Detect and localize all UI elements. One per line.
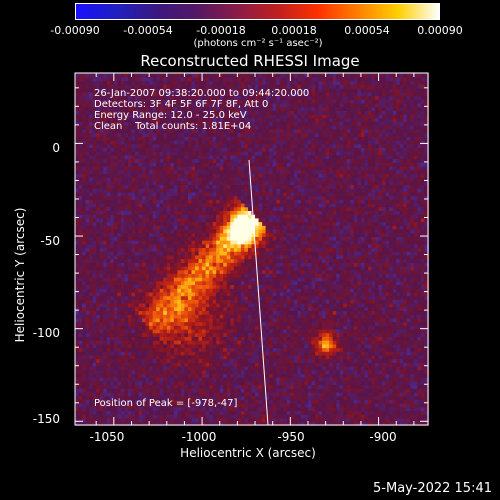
colorbar-tick: 0.00018 [271, 24, 317, 37]
info-detectors: Detectors: 3F 4F 5F 6F 7F 8F, Att 0 [94, 99, 269, 110]
image-title: Reconstructed RHESSI Image [140, 52, 360, 70]
y-tick-label: -50 [40, 234, 60, 248]
colorbar-tick: 0.00090 [417, 24, 463, 37]
y-axis-label: Heliocentric Y (arcsec) [13, 207, 27, 343]
colorbar-tick: -0.00018 [196, 24, 246, 37]
peak-position-label: Position of Peak = [-978,-47] [94, 398, 238, 409]
info-counts: Clean Total counts: 1.81E+04 [94, 121, 252, 132]
axis-ticks [75, 73, 428, 425]
x-tick-label: -950 [277, 430, 305, 444]
y-tick-label: -100 [32, 326, 60, 340]
x-tick-label: -1050 [89, 430, 125, 444]
solar-limb-line [248, 159, 269, 426]
x-axis-label: Heliocentric X (arcsec) [180, 446, 316, 460]
info-time-range: 26-Jan-2007 09:38:20.000 to 09:44:20.000 [94, 88, 310, 99]
colorbar-tick: -0.00090 [50, 24, 100, 37]
colorbar-units: (photons cm⁻² s⁻¹ asec⁻²) [193, 38, 323, 49]
colorbar-tick: -0.00054 [123, 24, 173, 37]
colorbar [75, 3, 440, 20]
colorbar-tick: 0.00054 [344, 24, 390, 37]
info-energy-range: Energy Range: 12.0 - 25.0 keV [94, 110, 247, 121]
plot-frame [74, 72, 429, 426]
x-tick-label: -1000 [181, 430, 217, 444]
y-tick-label: 0 [52, 141, 60, 155]
footer-date: 5-May-2022 15:41 [373, 481, 492, 496]
y-tick-label: -150 [32, 412, 60, 426]
image-pixels [75, 73, 430, 426]
x-tick-label: -900 [369, 430, 397, 444]
